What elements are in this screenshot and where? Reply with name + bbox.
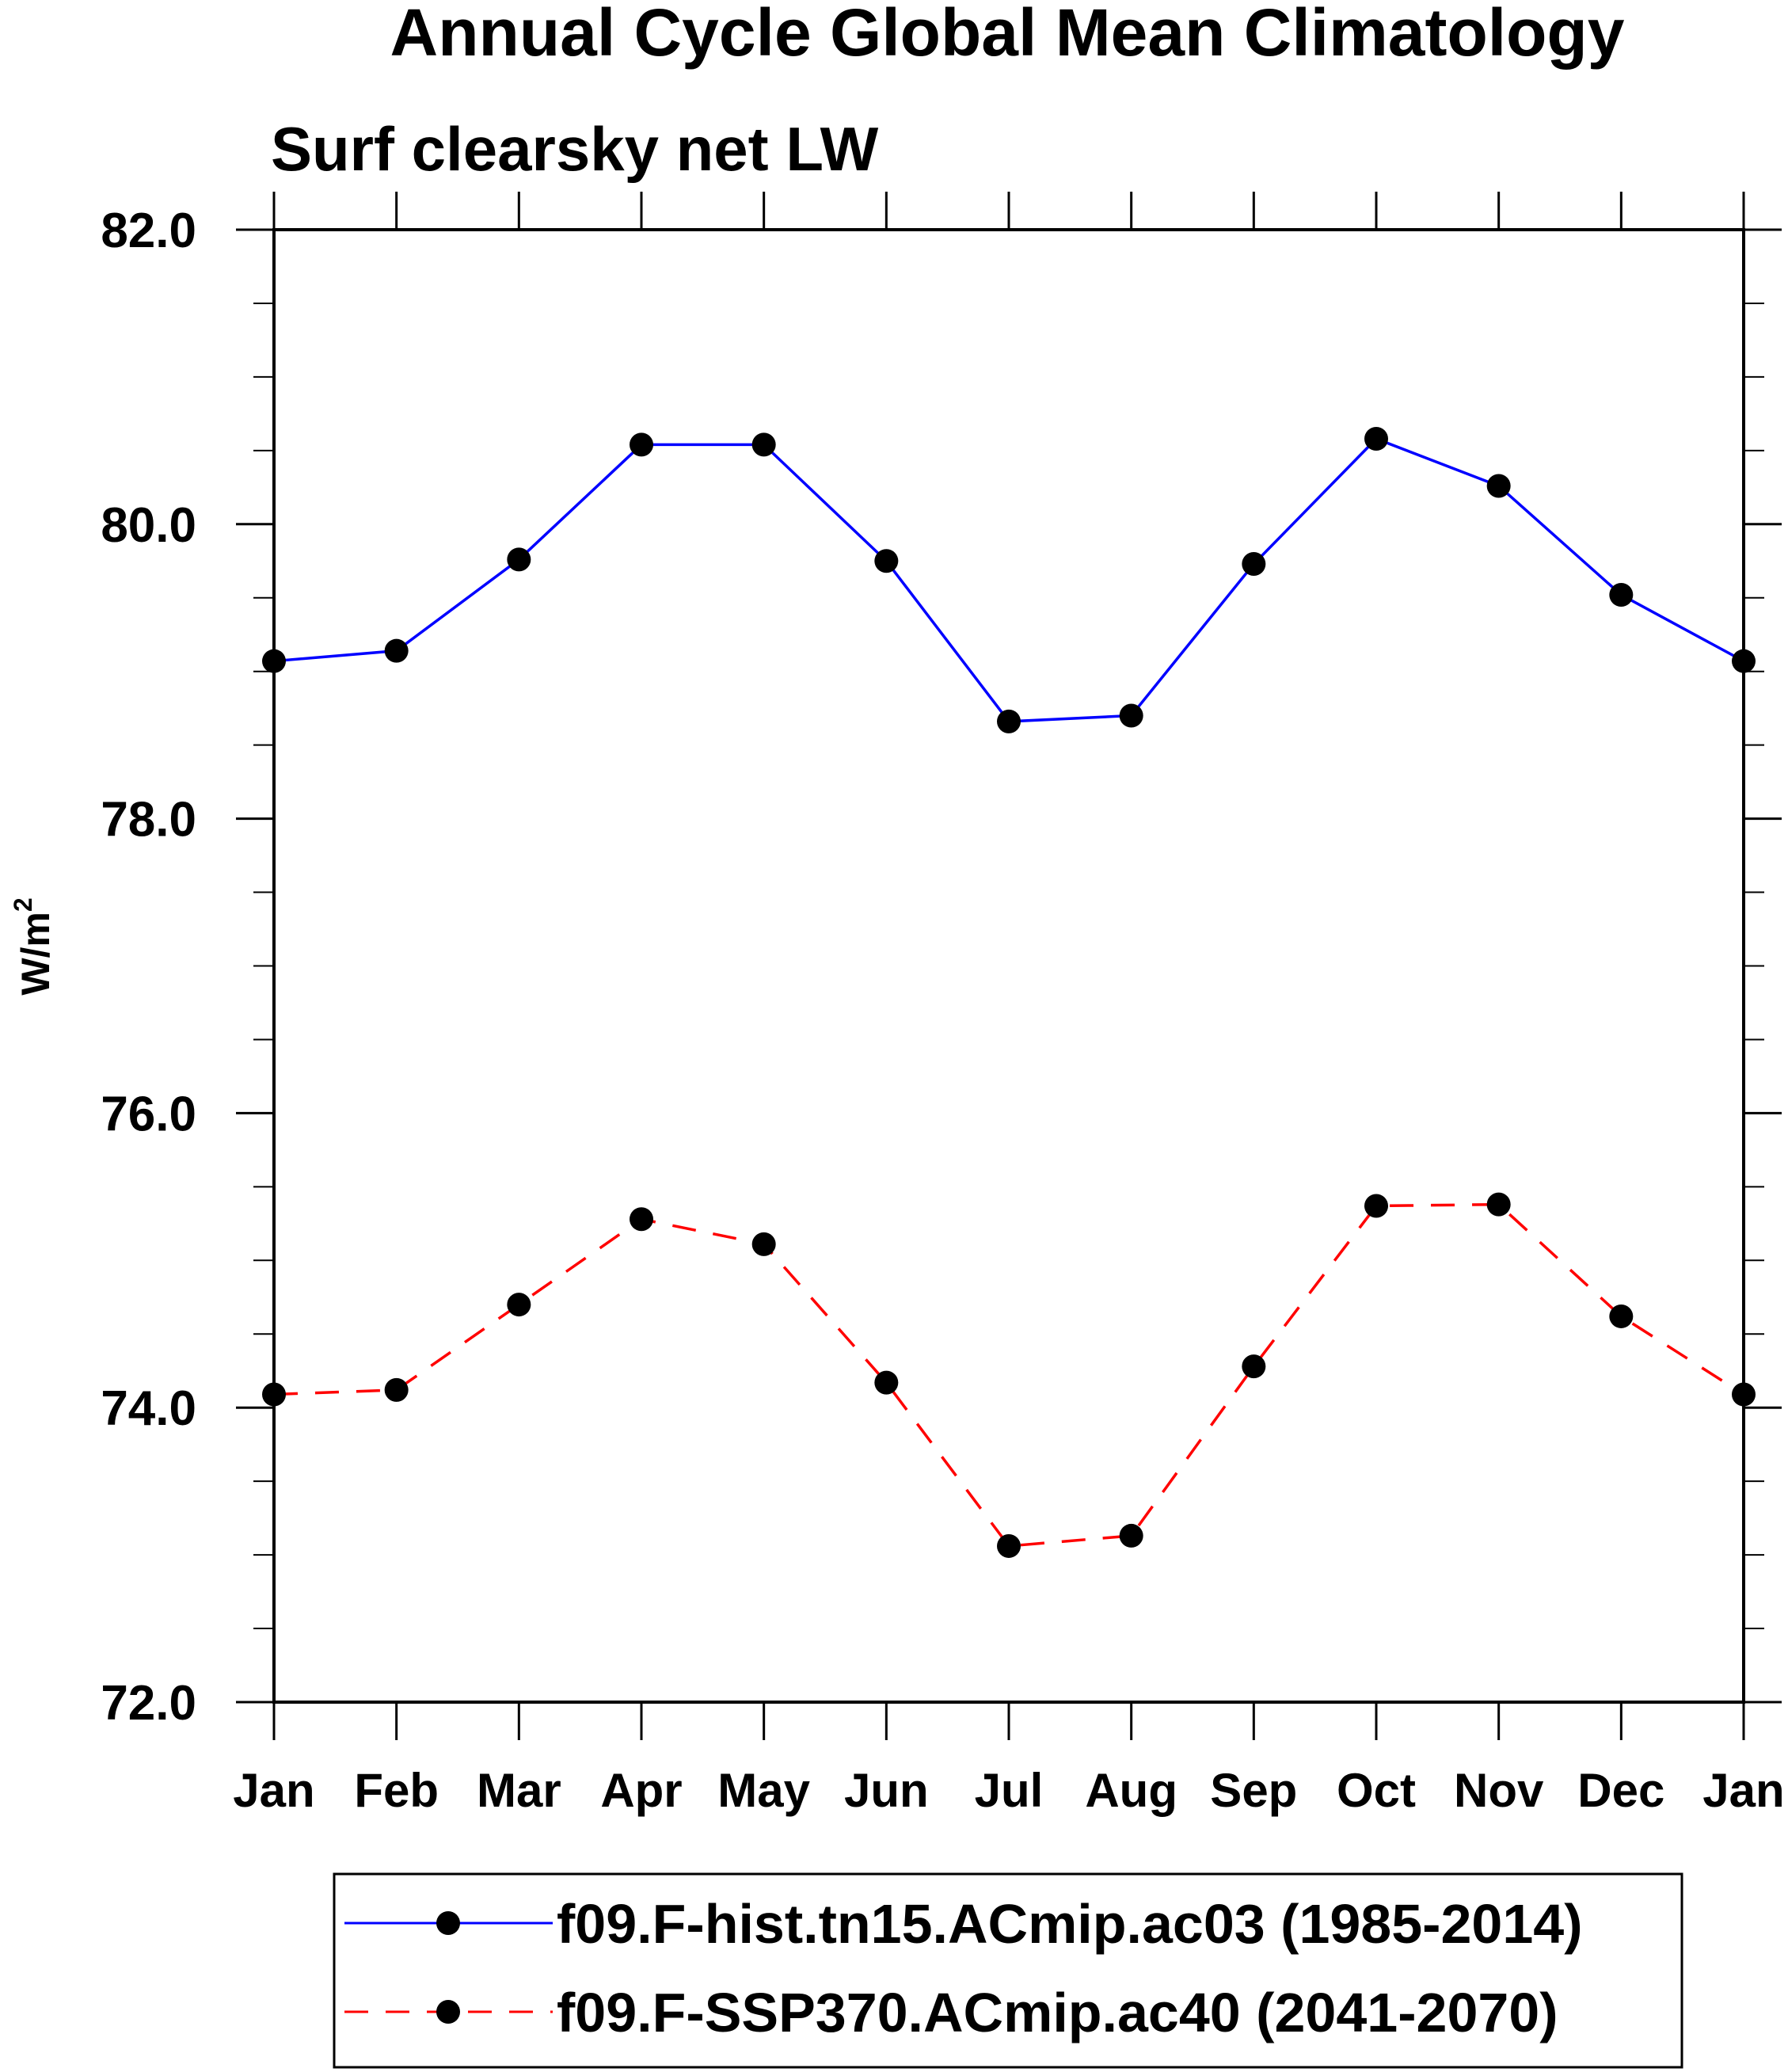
data-point-s1-11 <box>1609 1304 1634 1328</box>
data-point-s1-8 <box>1242 1354 1266 1379</box>
legend-marker-hist <box>436 1911 460 1935</box>
y-tick-label: 78.0 <box>101 793 196 847</box>
x-tick-label: May <box>717 1764 810 1817</box>
data-point-s1-5 <box>874 1370 899 1395</box>
data-point-s0-7 <box>1119 703 1143 728</box>
data-point-s1-7 <box>1119 1523 1143 1548</box>
data-point-s0-6 <box>997 709 1021 733</box>
legend-label-ssp: f09.F-SSP370.ACmip.ac40 (2041-2070) <box>557 1982 1558 2043</box>
data-point-s1-4 <box>751 1232 776 1256</box>
data-point-s1-0 <box>262 1382 286 1407</box>
plot-frame <box>272 228 1745 1704</box>
axes: Jan Feb Mar Apr May Jun Jul Aug Sep Oct Nov Dec Jan 7… <box>101 192 1785 1817</box>
data-point-s0-1 <box>384 638 409 663</box>
y-tick-label: 72.0 <box>101 1676 196 1731</box>
legend-label-hist: f09.F-hist.tn15.ACmip.ac03 (1985-2014) <box>557 1893 1583 1955</box>
data-point-s1-2 <box>507 1293 531 1317</box>
data-point-s1-9 <box>1364 1194 1388 1218</box>
series-line-0 <box>273 436 1744 723</box>
y-tick-label: 74.0 <box>101 1381 196 1436</box>
legend-marker-ssp <box>436 2000 460 2024</box>
data-point-s0-5 <box>874 549 899 573</box>
x-tick-label: Jul <box>975 1764 1044 1817</box>
data-point-s1-12 <box>1732 1382 1756 1407</box>
series-line-1 <box>273 1202 1744 1548</box>
data-point-s0-0 <box>262 649 286 673</box>
y-tick-label: 80.0 <box>101 498 196 553</box>
y-tick-label: 82.0 <box>101 204 196 258</box>
data-point-s0-4 <box>751 432 776 457</box>
data-point-s0-3 <box>630 432 653 457</box>
data-point-s0-10 <box>1486 474 1511 498</box>
x-tick-label: Sep <box>1210 1764 1297 1817</box>
data-point-s1-1 <box>384 1377 409 1402</box>
x-tick-label: Jan <box>233 1764 314 1817</box>
x-tick-label: Nov <box>1454 1764 1544 1817</box>
x-tick-label: Oct <box>1337 1764 1416 1817</box>
legend: f09.F-hist.tn15.ACmip.ac03 (1985-2014) f… <box>333 1872 1683 2069</box>
y-axis-label-superscript: 2 <box>9 897 37 912</box>
x-tick-label: Jun <box>844 1764 929 1817</box>
y-axis-label-text: W/m <box>13 912 58 996</box>
x-tick-label: Feb <box>354 1764 439 1817</box>
data-point-s1-10 <box>1486 1192 1511 1217</box>
y-axis-label: W/m2 <box>9 897 58 995</box>
data-point-s0-11 <box>1609 583 1634 608</box>
series-layer <box>262 426 1756 1558</box>
x-tick-label: Aug <box>1085 1764 1177 1817</box>
chart-title: Annual Cycle Global Mean Climatology <box>390 0 1625 70</box>
x-tick-label: Dec <box>1577 1764 1664 1817</box>
chart-subtitle: Surf clearsky net LW <box>271 114 879 184</box>
x-tick-label: Jan <box>1702 1764 1784 1817</box>
data-point-s1-3 <box>630 1207 653 1232</box>
data-point-s1-6 <box>997 1533 1021 1558</box>
legend-box <box>333 1872 1683 2069</box>
data-point-s0-12 <box>1732 649 1756 673</box>
x-tick-label: Apr <box>600 1764 682 1817</box>
y-tick-label: 76.0 <box>101 1087 196 1141</box>
x-tick-label: Mar <box>477 1764 561 1817</box>
data-point-s0-9 <box>1364 426 1388 451</box>
data-point-s0-2 <box>507 547 531 572</box>
data-point-s0-8 <box>1242 551 1266 576</box>
